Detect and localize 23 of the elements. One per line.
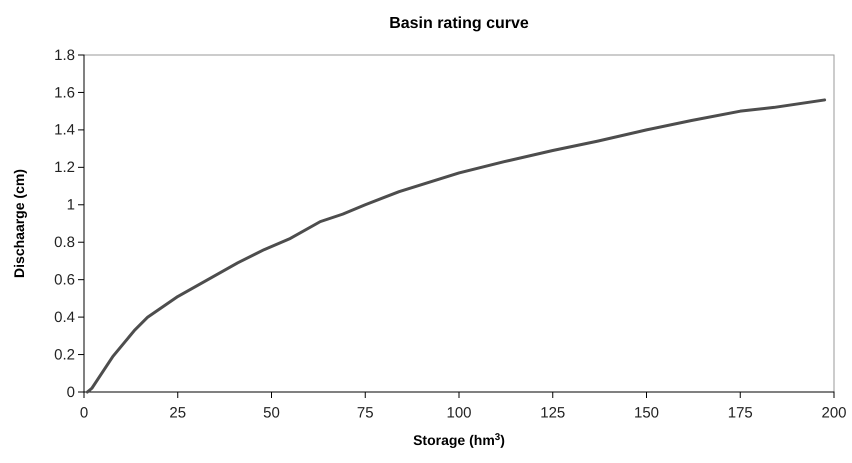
y-tick-label: 1.2 <box>54 159 75 176</box>
x-tick-label: 50 <box>263 404 280 422</box>
x-tick-label: 150 <box>634 404 660 422</box>
y-tick-label: 1.4 <box>54 122 75 139</box>
x-tick-label: 25 <box>169 404 186 422</box>
x-tick-label: 125 <box>540 404 566 422</box>
x-tick-label: 75 <box>356 404 374 422</box>
y-tick-label: 1 <box>66 196 75 214</box>
y-tick-label: 1.8 <box>54 46 75 64</box>
x-tick-label: 175 <box>728 404 753 422</box>
y-tick-label: 0.6 <box>54 271 75 288</box>
y-tick-label: 0.2 <box>54 346 75 364</box>
y-tick-label: 0.8 <box>54 234 75 252</box>
x-tick-label: 0 <box>80 404 88 422</box>
x-tick-label: 200 <box>821 404 847 422</box>
x-axis-title: Storage (hm$^{3}$) <box>413 432 505 448</box>
y-axis-title: Dischaarge (cm) <box>11 169 27 278</box>
line-series <box>86 98 826 394</box>
y-tick-label: 0 <box>66 384 75 401</box>
x-tick-label: 100 <box>446 404 472 422</box>
chart-title: Basin rating curve <box>389 15 529 32</box>
y-tick-label: 1.6 <box>54 84 75 102</box>
y-tick-label: 0.4 <box>54 308 75 326</box>
